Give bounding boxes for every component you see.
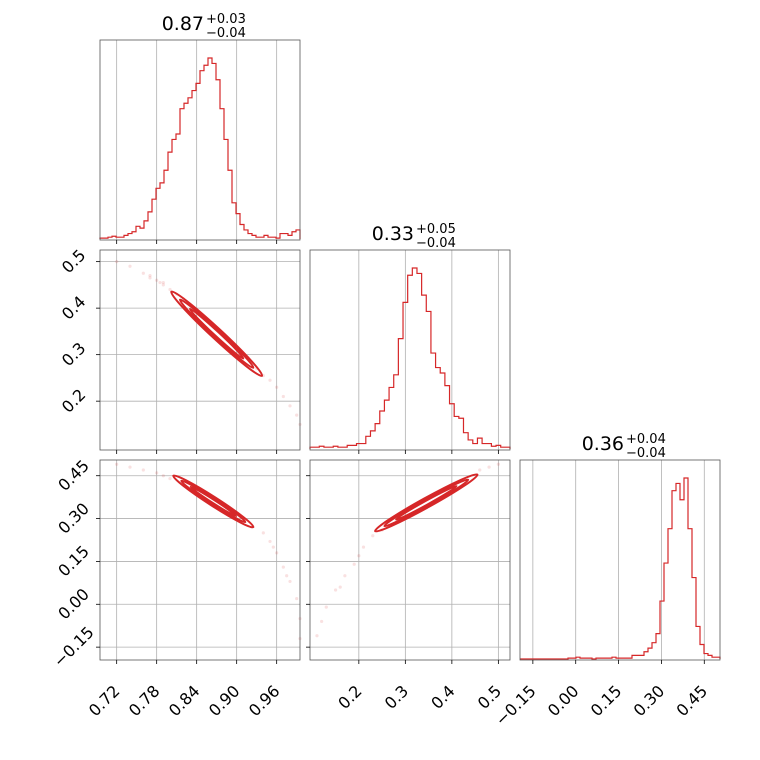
scatter-point [128,264,132,268]
scatter-point [158,280,162,285]
x-tick-label: 0.96 [245,681,284,720]
contour-level [170,290,264,377]
panel-frame [309,249,511,451]
contour-level [383,478,470,528]
scatter-point [288,579,292,584]
scatter-point [338,585,342,589]
x-tick-label: 0.00 [544,681,583,720]
scatter-point [478,468,482,472]
x-tick-label: 0.15 [587,681,626,720]
contour-level [189,485,238,518]
contour-level [188,307,245,360]
scatter-point [281,394,285,399]
scatter-point [261,531,265,535]
scatter-point [161,280,165,285]
x-tick-label: 0.4 [427,681,458,712]
scatter-point [352,562,356,566]
scatter-point [271,545,275,549]
x-tick-label: 0.84 [165,681,204,720]
scatter-point [148,276,152,280]
y-tick-label: 0.5 [58,246,89,277]
y-tick-label: 0.2 [58,385,89,416]
scatter-point [275,551,279,555]
x-tick-label: 0.72 [85,681,124,720]
y-tick-label: 0.00 [54,585,93,624]
scatter-point [115,260,119,264]
contour-level [374,473,479,533]
histogram-p1 [309,267,511,449]
scatter-point [288,404,292,408]
contour-level [180,479,247,524]
scatter-point [361,545,366,549]
scatter-point [155,278,159,282]
scatter-point [275,385,279,389]
scatter-point [148,273,152,278]
scatter-point [155,471,159,475]
scatter-point [343,574,347,578]
pair-panel-p0-p2: −0.150.00 0.15 0.30 0.45 [50,456,302,671]
hist-panel-p2: 0.36 +0.04−0.04 [519,432,721,664]
scatter-point [268,378,272,382]
panel-frame [519,459,721,661]
scatter-point [281,565,285,569]
title-lower-p1: −0.04 [416,236,456,251]
scatter-point [357,554,361,558]
scatter-point [295,413,299,417]
title-lower-p0: −0.04 [206,26,246,41]
scatter-point [487,465,491,469]
title-upper-p0: +0.03 [206,12,246,27]
y-tick-label: 0.45 [54,456,93,495]
title-upper-p2: +0.04 [626,432,666,447]
scatter-point [268,539,272,544]
x-tick-label: 0.3 [381,681,412,712]
scatter-point [168,287,172,292]
scatter-point [141,468,145,472]
title-lower-p2: −0.04 [626,446,666,461]
scatter-point [315,634,319,638]
panel-frame [309,459,511,661]
pair-panel-p0-p1: 0.2 0.3 0.4 0.5 [58,246,302,454]
scatter-point [168,476,172,481]
hist-panel-p0: 0.87 +0.03−0.04 [99,12,301,244]
pair-panel-p1-p2 [306,459,511,664]
scatter-point [496,462,500,466]
title-value-p0: 0.87 [162,13,204,35]
y-tick-label: 0.4 [58,292,89,323]
scatter-point [295,596,299,601]
scatter-point [161,474,165,478]
x-tick-label: 0.90 [205,681,244,720]
y-tick-label: 0.30 [54,499,93,538]
panel-frame [99,459,301,661]
panel-frame [99,249,301,451]
y-tick-label: 0.3 [58,339,89,370]
scatter-point [320,619,324,624]
scatter-point [371,534,375,538]
histogram-p0 [99,57,301,239]
scatter-point [128,465,132,469]
contour-level [172,474,255,529]
x-tick-label: 0.78 [125,681,164,720]
scatter-point [285,574,289,578]
scatter-point [324,605,328,609]
scatter-point [141,271,145,275]
x-tick-label: 0.45 [672,681,711,720]
hist-panel-p1: 0.33 +0.05−0.04 [309,222,511,454]
panel-frame [99,39,301,241]
title-value-p2: 0.36 [582,433,624,455]
scatter-point [115,462,119,466]
contour-level [395,485,458,521]
x-tick-label: 0.30 [630,681,669,720]
title-upper-p1: +0.05 [416,222,456,237]
title-value-p1: 0.33 [372,223,414,245]
y-tick-label: −0.15 [50,623,98,671]
x-tick-label: 0.2 [334,681,365,712]
histogram-p2 [520,477,721,660]
scatter-point [333,588,338,592]
scatter-point [161,283,165,287]
y-tick-label: 0.15 [54,542,93,581]
contour-level [178,298,255,369]
